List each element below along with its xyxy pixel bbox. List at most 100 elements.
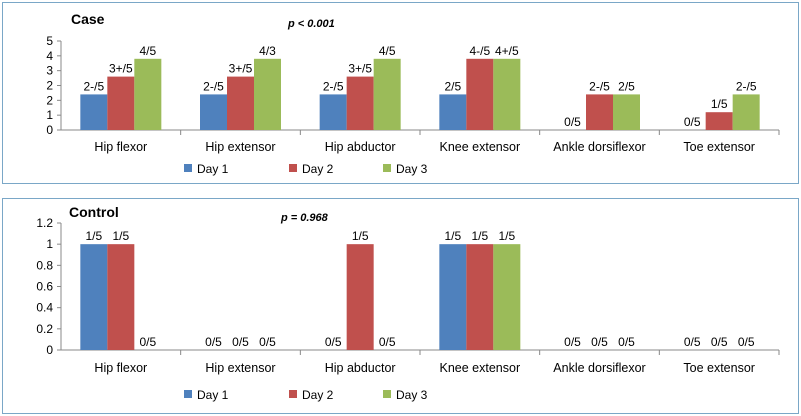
case-data-label: 3+/5: [109, 62, 133, 76]
control-y-tick-label: 1.2: [36, 216, 53, 230]
case-chart-title: Case: [71, 11, 105, 27]
control-legend-swatch-day3: [383, 390, 391, 398]
case-legend-label-day2: Day 2: [302, 162, 334, 176]
control-bar-day1-3: [439, 244, 467, 350]
control-y-tick-label: 0: [46, 343, 53, 357]
control-y-tick-label: 0.2: [36, 322, 53, 336]
case-bar-day1-2: [319, 94, 347, 130]
case-y-tick-label: 5: [46, 34, 53, 48]
case-bar-day2-2: [346, 76, 374, 130]
control-bar-day1-0: [80, 244, 108, 350]
control-legend-swatch-day1: [184, 390, 192, 398]
case-bar-day1-1: [200, 94, 227, 130]
case-bar-day2-5: [705, 112, 733, 130]
case-y-tick-label: 3: [46, 64, 53, 78]
case-bar-day2-0: [107, 76, 135, 130]
control-data-label: 1/5: [112, 229, 129, 243]
control-data-label: 0/5: [139, 335, 156, 349]
case-chart-panel: Case p < 0.001 0 1 2 2 3 4 5 2-/5 3+/5 4/5 Hip flexo…: [2, 2, 799, 184]
control-data-label: 1/5: [498, 229, 515, 243]
case-data-label: 4-/5: [469, 44, 490, 58]
control-data-label: 0/5: [259, 335, 276, 349]
case-data-label: 2/5: [444, 79, 461, 93]
case-bar-day2-4: [586, 94, 613, 130]
case-data-label: 3+/5: [348, 62, 372, 76]
control-bar-day2-2: [346, 244, 374, 350]
case-data-label: 3+/5: [229, 62, 253, 76]
case-category-label: Hip abductor: [325, 140, 396, 154]
control-category-label: Hip abductor: [325, 361, 396, 375]
control-bar-day2-0: [107, 244, 135, 350]
control-data-label: 0/5: [618, 335, 635, 349]
case-data-label: 4+/5: [495, 44, 519, 58]
case-bar-day3-0: [134, 58, 162, 130]
control-data-label: 0/5: [684, 335, 701, 349]
control-y-tick-label: 0.6: [36, 280, 53, 294]
control-category-label: Ankle dorsiflexor: [553, 361, 645, 375]
case-data-label: 4/5: [139, 44, 156, 58]
control-legend-swatch-day2: [289, 390, 297, 398]
case-p-value: p < 0.001: [287, 18, 335, 30]
case-bar-day3-3: [493, 58, 521, 130]
case-data-label: 2/5: [618, 79, 635, 93]
case-data-label: 2-/5: [589, 79, 610, 93]
control-chart-title: Control: [69, 204, 119, 220]
case-legend-label-day3: Day 3: [396, 162, 428, 176]
case-bar-day3-4: [613, 94, 640, 130]
control-chart-panel: Control p = 0.968 0 0.2 0.4 0.6 0.8 1 1.2 1/5 1/5 0…: [2, 198, 799, 414]
case-y-tick-label: 2: [46, 93, 53, 107]
control-y-tick-label: 0.4: [36, 301, 53, 315]
control-bar-day3-3: [493, 244, 521, 350]
case-category-label: Toe extensor: [683, 140, 755, 154]
case-bar-day3-5: [732, 94, 760, 130]
case-data-label: 4/3: [259, 44, 276, 58]
control-data-label: 0/5: [738, 335, 755, 349]
case-data-label: 2-/5: [83, 79, 104, 93]
case-data-label: 2-/5: [323, 79, 344, 93]
case-legend-swatch-day1: [184, 164, 192, 172]
control-legend-label-day3: Day 3: [396, 388, 428, 402]
case-bar-day3-2: [373, 58, 401, 130]
control-p-value: p = 0.968: [280, 212, 329, 224]
case-data-label: 2-/5: [736, 79, 757, 93]
case-legend-swatch-day2: [289, 164, 297, 172]
case-category-label: Hip extensor: [205, 140, 275, 154]
control-category-label: Hip extensor: [205, 361, 275, 375]
control-data-label: 1/5: [444, 229, 461, 243]
control-legend-label-day2: Day 2: [302, 388, 334, 402]
control-data-label: 0/5: [711, 335, 728, 349]
case-bar-day2-3: [466, 58, 494, 130]
case-legend-label-day1: Day 1: [197, 162, 229, 176]
case-category-label: Hip flexor: [94, 140, 147, 154]
control-category-label: Toe extensor: [683, 361, 755, 375]
control-legend-label-day1: Day 1: [197, 388, 229, 402]
control-category-label: Hip flexor: [94, 361, 147, 375]
control-data-label: 0/5: [325, 335, 342, 349]
case-data-label: 2-/5: [203, 79, 224, 93]
control-data-label: 0/5: [564, 335, 581, 349]
control-data-label: 0/5: [205, 335, 222, 349]
case-bar-day1-0: [80, 94, 108, 130]
control-data-label: 0/5: [591, 335, 608, 349]
control-data-label: 0/5: [379, 335, 396, 349]
case-y-tick-label: 0: [46, 123, 53, 137]
control-chart: Control p = 0.968 0 0.2 0.4 0.6 0.8 1 1.2 1/5 1/5 0…: [36, 204, 780, 402]
control-data-label: 1/5: [352, 229, 369, 243]
case-data-label: 1/5: [711, 97, 728, 111]
control-data-label: 0/5: [232, 335, 249, 349]
control-data-label: 1/5: [85, 229, 102, 243]
case-y-tick-label: 1: [46, 108, 53, 122]
control-category-label: Knee extensor: [440, 361, 521, 375]
case-category-label: Ankle dorsiflexor: [553, 140, 645, 154]
case-data-label: 4/5: [379, 44, 396, 58]
case-y-tick-label: 4: [46, 49, 53, 63]
case-legend-swatch-day3: [383, 164, 391, 172]
case-data-label: 0/5: [564, 115, 581, 129]
case-data-label: 0/5: [684, 115, 701, 129]
control-y-tick-label: 1: [46, 237, 53, 251]
control-bar-day2-3: [466, 244, 494, 350]
case-bar-day1-3: [439, 94, 467, 130]
control-y-tick-label: 0.8: [36, 258, 53, 272]
case-bar-day2-1: [227, 76, 254, 130]
